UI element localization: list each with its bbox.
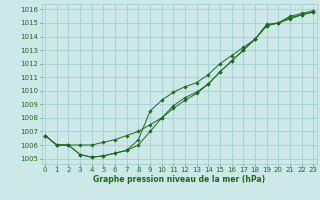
X-axis label: Graphe pression niveau de la mer (hPa): Graphe pression niveau de la mer (hPa) [93,175,265,184]
